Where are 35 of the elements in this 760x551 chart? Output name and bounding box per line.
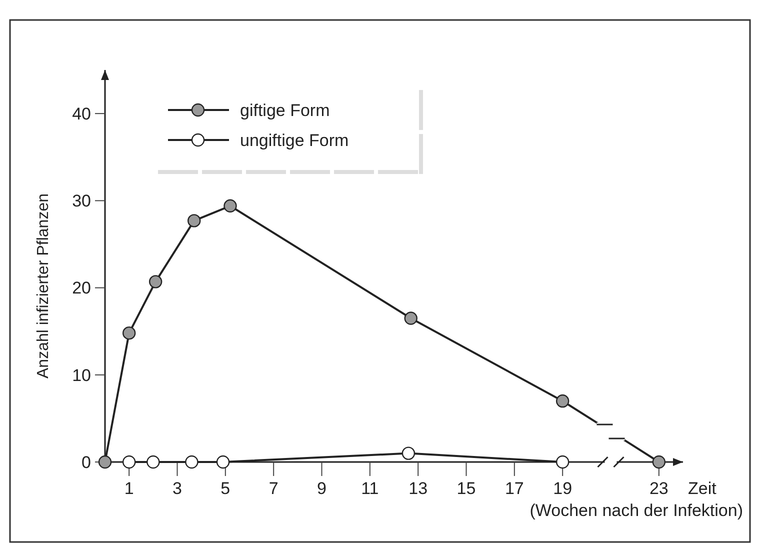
x-axis-title: Zeit: [688, 479, 717, 498]
point: [216, 455, 230, 469]
point: [402, 446, 416, 460]
x-tick-label: 23: [649, 479, 668, 498]
point: [185, 455, 198, 469]
y-tick-label: 0: [82, 452, 91, 472]
x-tick-label: 17: [504, 479, 524, 498]
x-tick-label: 5: [220, 479, 230, 498]
point: [122, 326, 136, 340]
point: [122, 455, 136, 469]
x-tick-label: 1: [124, 479, 134, 498]
y-tick-label: 40: [72, 104, 91, 124]
point: [224, 199, 237, 212]
point: [188, 214, 201, 228]
point: [404, 312, 418, 325]
point: [148, 275, 162, 288]
y-tick-label: 10: [72, 366, 91, 385]
text: (Wochen nach der Infektion): [530, 501, 743, 520]
legend-label: ungiftige Form: [240, 130, 349, 150]
x-tick-label: 11: [361, 479, 379, 498]
legend-label: giftige Form: [240, 100, 330, 120]
y-tick-label: 20: [72, 278, 91, 298]
x-tick-label: 3: [172, 479, 182, 498]
point: [98, 455, 112, 469]
x-tick-label: 19: [553, 479, 572, 498]
x-tick-label: 7: [268, 479, 278, 498]
point: [556, 455, 570, 469]
x-tick-label: 15: [456, 479, 476, 498]
x-tick-label: 9: [317, 479, 326, 498]
point: [556, 394, 570, 408]
y-tick-label: 30: [72, 192, 91, 211]
point: [652, 455, 666, 469]
x-tick-label: 13: [408, 479, 428, 498]
point: [146, 455, 160, 469]
y-axis-title: Anzahl infizierter Pflanzen: [35, 194, 52, 378]
